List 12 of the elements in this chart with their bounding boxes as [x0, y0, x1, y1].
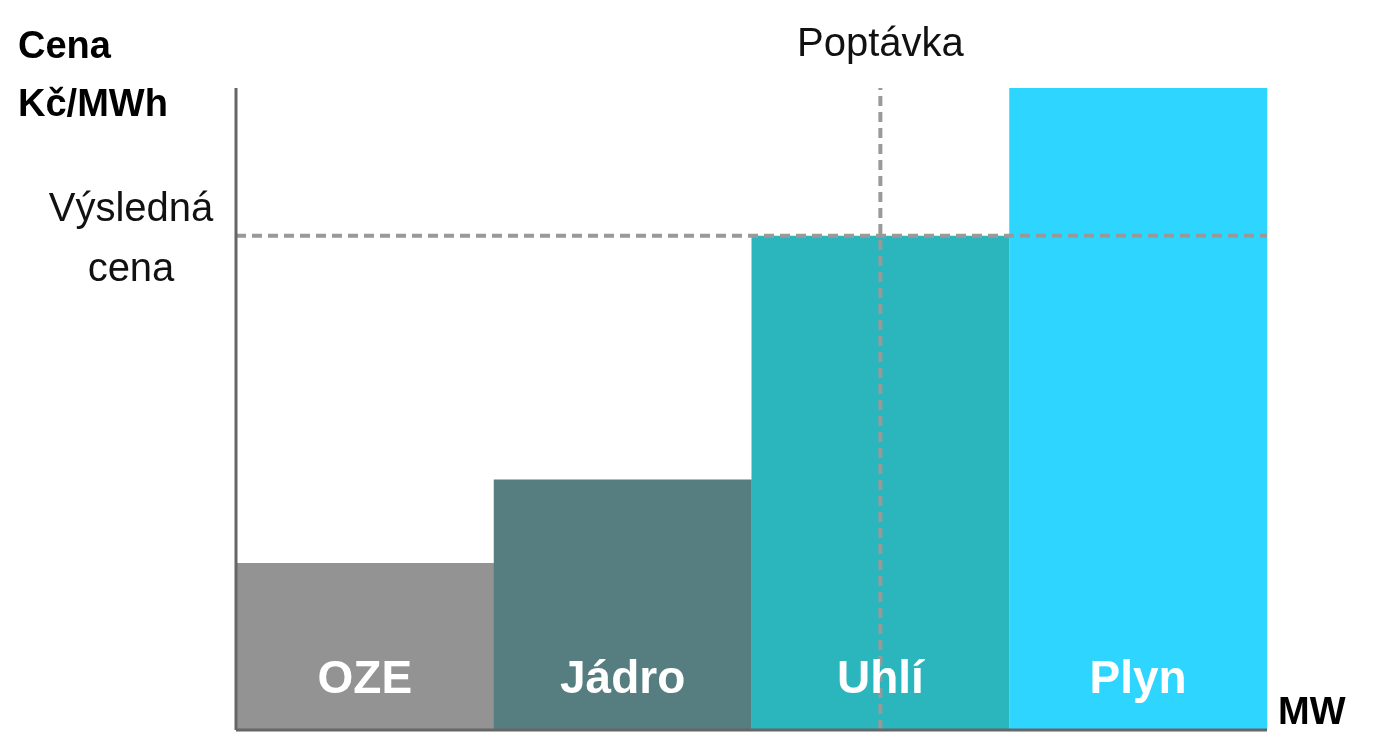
x-tick-label: Uhlí	[836, 651, 927, 703]
bar	[493, 479, 752, 730]
bar	[751, 235, 1010, 730]
bar	[1009, 88, 1268, 730]
x-tick-label: Plyn	[1089, 651, 1187, 703]
y-axis-title: Cena Kč/MWh	[18, 23, 169, 126]
ref-line-label: Poptávka	[796, 20, 965, 64]
x-axis-title: MW	[1278, 690, 1346, 733]
x-tick-label: OZE	[317, 651, 413, 703]
bar	[236, 563, 494, 730]
x-tick-label: Jádro	[559, 651, 686, 703]
ref-line-label: Výsledná cena	[48, 184, 215, 289]
